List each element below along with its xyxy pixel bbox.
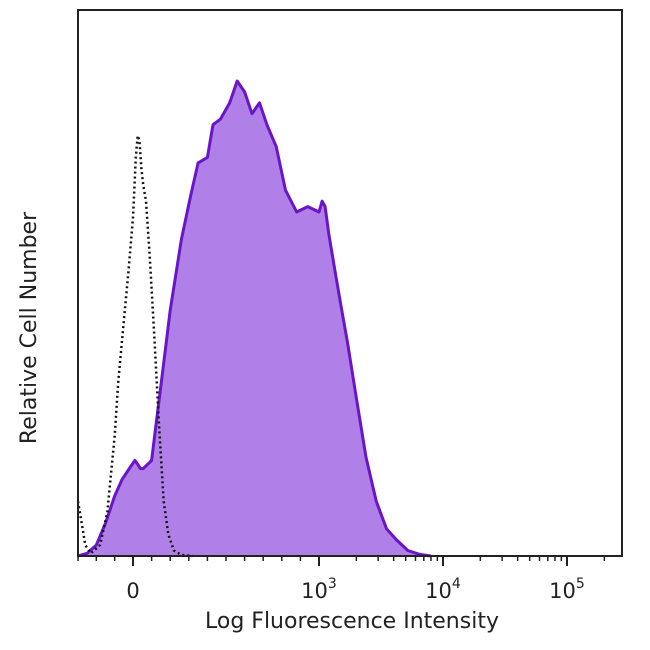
x-axis-ticks: 0 103 104 105 [77, 556, 606, 603]
x-tick-label: 103 [301, 576, 337, 603]
x-axis-label: Log Fluorescence Intensity [205, 609, 499, 634]
y-axis-label: Relative Cell Number [17, 211, 42, 444]
x-tick-label: 105 [549, 576, 585, 603]
x-tick-label: 0 [126, 579, 139, 603]
x-tick-label: 104 [425, 576, 461, 603]
stained-histogram-outline [77, 79, 432, 558]
stained-histogram-fill [78, 81, 431, 556]
plot-frame [77, 9, 623, 557]
plot-area [76, 79, 432, 558]
control-histogram-outline [76, 134, 193, 558]
